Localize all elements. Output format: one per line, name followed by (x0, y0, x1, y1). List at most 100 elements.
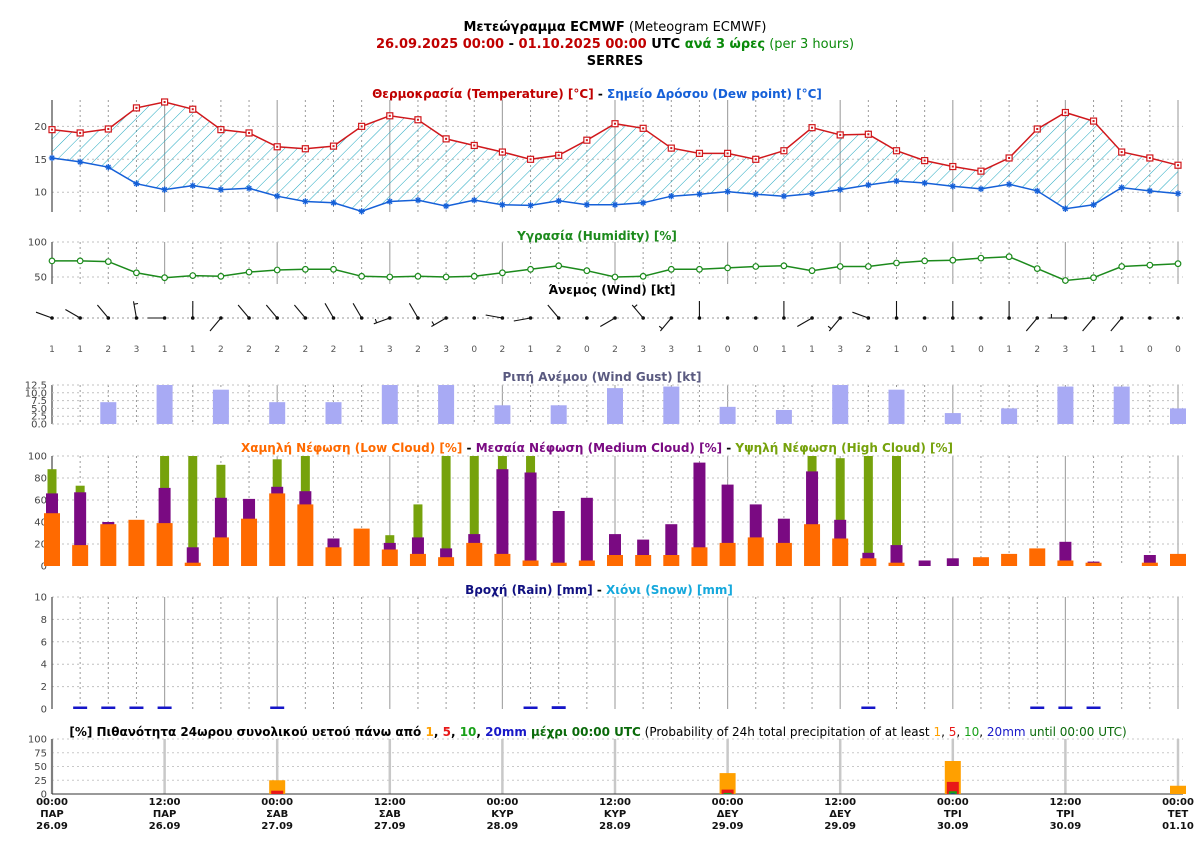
rain-panel-title: Βροχή (Rain) [mm] - Χιόνι (Snow) [mm] (465, 583, 733, 597)
x-date-label: 26.09 (149, 821, 181, 832)
humidity-point (104, 258, 112, 266)
gust-bar (156, 385, 173, 424)
rain-y-tick-label: 0 (41, 705, 47, 716)
wind-barb (265, 304, 278, 319)
humidity-y-tick-label: 50 (34, 273, 47, 284)
wind-speed-label: 3 (668, 345, 674, 355)
low-cloud-bar (550, 562, 567, 566)
dewpoint-point (76, 158, 84, 166)
rain-bar (1058, 706, 1073, 709)
humidity-point (48, 257, 56, 265)
temperature-point-dot (51, 128, 53, 131)
low-cloud-bar (44, 513, 60, 566)
dewpoint-point (1146, 187, 1154, 195)
wind-speed-label: 3 (837, 345, 843, 355)
humidity-point (499, 269, 506, 277)
x-date-label: 28.09 (487, 821, 519, 832)
wind-station-dot (472, 316, 477, 320)
wind-barb (431, 317, 447, 327)
dewpoint-point (189, 182, 196, 189)
humidity-point (1005, 253, 1013, 261)
wind-barb (1110, 317, 1123, 332)
gust-panel-title: Ριπή Ανέμου (Wind Gust) [kt] (503, 370, 702, 384)
probability-y-tick-label: 100 (28, 735, 47, 746)
humidity-point (161, 274, 169, 282)
x-time-label: 12:00 (374, 797, 406, 808)
wind-speed-label: 2 (331, 345, 337, 355)
temperature-point-dot (754, 158, 757, 161)
wind-panel-title: Άνεμος (Wind) [kt] (548, 283, 675, 297)
humidity-point (780, 262, 788, 270)
temperature-y-tick-label: 10 (34, 188, 47, 199)
temperature-point-dot (1064, 111, 1067, 114)
gust-bar (212, 389, 229, 424)
medium-cloud-bar (580, 497, 593, 566)
title-greek: Μετεώγραμμα ECMWF (463, 20, 624, 35)
meteogram-title: Μετεώγραμμα ECMWF (Meteogram ECMWF) (463, 20, 766, 35)
low-cloud-bar (494, 553, 511, 566)
wind-speed-label: 0 (471, 345, 477, 355)
wind-speed-label: 1 (77, 345, 83, 355)
humidity-point (386, 273, 394, 281)
x-time-label: 12:00 (824, 797, 856, 808)
temperature-point-dot (388, 114, 391, 117)
low-cloud-bar (128, 519, 145, 566)
period-end: 01.10.2025 00:00 (519, 37, 647, 52)
cloud-y-tick-label: 100 (28, 452, 47, 463)
wind-speed-label: 2 (105, 345, 111, 355)
wind-barb (209, 317, 222, 332)
wind-station-dot (979, 316, 983, 320)
humidity-point (245, 268, 253, 276)
humidity-point (555, 262, 563, 270)
temperature-point-dot (1036, 127, 1039, 130)
dewpoint-point (724, 188, 731, 195)
temperature-point-dot (135, 106, 138, 109)
dewpoint-point (583, 201, 591, 208)
temperature-point-dot (163, 100, 166, 103)
gust-y-tick-label: 7.5 (31, 396, 47, 407)
probability-bar (721, 789, 734, 794)
wind-barb (1082, 317, 1094, 332)
wind-speed-label: 0 (1175, 345, 1181, 355)
wind-barb (35, 311, 53, 319)
wind-barb-feather (658, 325, 663, 330)
dewpoint-point (611, 201, 619, 208)
cloud-y-tick-label: 40 (34, 518, 47, 529)
probability-bar (950, 793, 955, 794)
humidity-point (133, 269, 140, 277)
humidity-point (189, 272, 197, 280)
medium-cloud-bar (552, 511, 565, 566)
probability-y-tick-label: 0 (41, 790, 47, 801)
x-date-label: 27.09 (374, 821, 406, 832)
wind-speed-label: 1 (162, 345, 168, 355)
x-day-label: ΣΑΒ (266, 809, 288, 820)
cloud-y-tick-label: 20 (34, 540, 47, 551)
dewpoint-point (302, 198, 309, 205)
rain-bar (129, 706, 144, 709)
gust-bar (438, 385, 455, 424)
wind-barb (65, 309, 81, 319)
low-cloud-bar (832, 538, 849, 566)
dewpoint-point (442, 202, 450, 210)
humidity-point (949, 256, 957, 264)
temperature-point-dot (951, 165, 954, 168)
x-time-label: 12:00 (599, 797, 631, 808)
temperature-point-dot (782, 149, 785, 152)
wind-barb (631, 304, 644, 319)
x-time-label: 00:00 (1162, 797, 1194, 808)
x-date-label: 27.09 (261, 821, 293, 832)
x-date-label: 01.10 (1162, 821, 1194, 832)
low-cloud-bar (1001, 553, 1018, 566)
dewpoint-point (274, 192, 281, 200)
humidity-point (1090, 274, 1097, 282)
x-date-label: 26.09 (36, 821, 68, 832)
temperature-point-dot (416, 118, 419, 121)
dewpoint-point (865, 181, 872, 189)
wind-speed-label: 1 (49, 345, 55, 355)
high-cloud-bar (863, 456, 873, 566)
humidity-point (1061, 277, 1069, 284)
wind-barb (659, 317, 672, 332)
x-day-label: ΚΥΡ (491, 809, 513, 820)
humidity-panel-title: Υγρασία (Humidity) [%] (516, 229, 677, 243)
temperature-point-dot (276, 145, 279, 148)
